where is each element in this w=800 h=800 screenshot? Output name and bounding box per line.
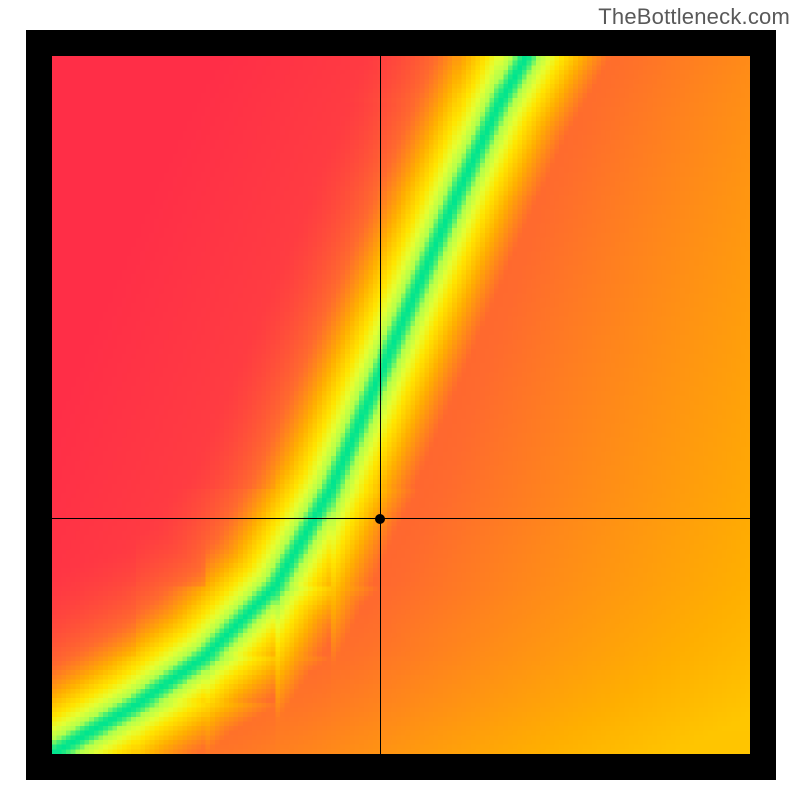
plot-border [26, 30, 776, 780]
crosshair-vertical-line [380, 56, 381, 754]
crosshair-horizontal-line [52, 518, 750, 519]
watermark-text: TheBottleneck.com [598, 4, 790, 30]
crosshair-dot [375, 514, 385, 524]
